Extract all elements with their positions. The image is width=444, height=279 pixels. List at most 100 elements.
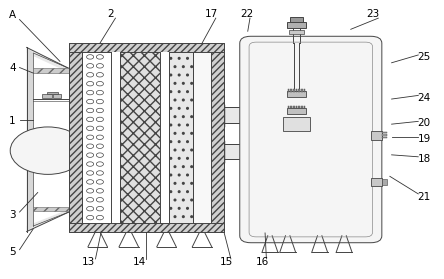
Bar	[283, 117, 310, 131]
Bar	[304, 106, 305, 108]
Circle shape	[96, 90, 103, 95]
Bar	[301, 106, 303, 108]
Text: 17: 17	[205, 9, 218, 19]
Bar	[301, 89, 303, 92]
Polygon shape	[27, 47, 33, 232]
Circle shape	[87, 108, 94, 113]
Text: 25: 25	[417, 52, 431, 62]
Circle shape	[96, 64, 103, 68]
Bar	[382, 137, 387, 138]
Text: 1: 1	[9, 116, 16, 126]
Text: 18: 18	[417, 154, 431, 164]
Bar	[287, 22, 306, 28]
Bar	[298, 106, 300, 108]
Polygon shape	[27, 47, 69, 73]
Text: 23: 23	[366, 9, 380, 19]
Bar	[287, 91, 306, 97]
Circle shape	[10, 127, 86, 174]
Text: A: A	[9, 10, 16, 20]
Circle shape	[96, 144, 103, 148]
Circle shape	[96, 198, 103, 202]
Bar	[224, 144, 251, 159]
Circle shape	[96, 189, 103, 193]
Circle shape	[87, 81, 94, 86]
Text: 14: 14	[133, 257, 147, 267]
Text: 21: 21	[417, 192, 431, 202]
Bar	[371, 131, 382, 140]
Circle shape	[87, 73, 94, 77]
Text: 3: 3	[9, 210, 16, 220]
Bar	[120, 52, 160, 223]
Circle shape	[87, 162, 94, 166]
Circle shape	[87, 144, 94, 148]
Circle shape	[87, 180, 94, 184]
Circle shape	[96, 153, 103, 157]
FancyBboxPatch shape	[240, 36, 382, 243]
Bar	[296, 106, 297, 108]
Bar	[111, 52, 120, 223]
Circle shape	[87, 55, 94, 59]
Bar	[304, 89, 305, 92]
Circle shape	[96, 108, 103, 113]
Bar	[69, 43, 224, 52]
Bar	[298, 89, 300, 92]
Circle shape	[96, 81, 103, 86]
Circle shape	[87, 90, 94, 95]
Text: 13: 13	[82, 257, 95, 267]
Bar	[160, 52, 169, 223]
Circle shape	[96, 162, 103, 166]
Circle shape	[96, 215, 103, 220]
Bar	[47, 92, 58, 94]
Bar	[69, 52, 82, 223]
Circle shape	[87, 171, 94, 175]
Circle shape	[96, 206, 103, 211]
Circle shape	[96, 171, 103, 175]
Circle shape	[96, 117, 103, 122]
Circle shape	[87, 135, 94, 140]
Circle shape	[96, 135, 103, 140]
Bar	[169, 52, 193, 223]
Circle shape	[96, 73, 103, 77]
Bar	[42, 94, 52, 98]
Bar	[82, 52, 111, 223]
Circle shape	[87, 215, 94, 220]
Text: 24: 24	[417, 93, 431, 103]
Circle shape	[87, 198, 94, 202]
Bar	[33, 207, 69, 211]
Text: 19: 19	[417, 134, 431, 145]
Bar	[293, 89, 295, 92]
Circle shape	[87, 153, 94, 157]
Bar	[33, 68, 69, 73]
Circle shape	[87, 64, 94, 68]
Text: 4: 4	[9, 63, 16, 73]
Text: 2: 2	[107, 9, 113, 19]
Text: 20: 20	[417, 118, 431, 128]
Bar	[287, 108, 306, 114]
Bar	[382, 132, 387, 133]
Circle shape	[96, 180, 103, 184]
Bar	[290, 106, 292, 108]
Bar	[224, 107, 251, 123]
Bar	[211, 52, 224, 223]
Circle shape	[96, 99, 103, 104]
Bar	[290, 17, 303, 22]
Bar	[371, 178, 382, 186]
Bar	[293, 106, 295, 108]
Bar	[288, 106, 289, 108]
Text: 15: 15	[220, 257, 233, 267]
Bar	[289, 30, 304, 34]
Text: 16: 16	[255, 257, 269, 267]
Bar	[69, 43, 224, 232]
Bar	[53, 94, 61, 98]
Bar	[382, 134, 387, 136]
Circle shape	[96, 126, 103, 131]
Bar	[382, 179, 387, 185]
Text: 5: 5	[9, 247, 16, 258]
Circle shape	[87, 117, 94, 122]
Circle shape	[87, 126, 94, 131]
Bar	[69, 223, 224, 232]
Circle shape	[87, 99, 94, 104]
Bar	[288, 89, 289, 92]
Circle shape	[87, 206, 94, 211]
Circle shape	[96, 55, 103, 59]
